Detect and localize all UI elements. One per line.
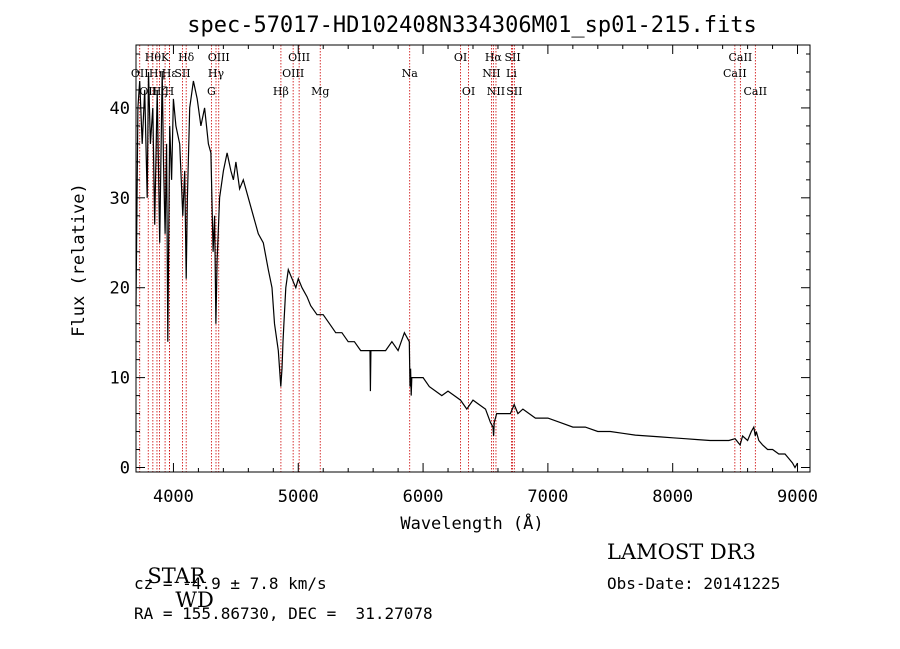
line-label-3: Hη [149,67,165,80]
line-label-13: Hβ [273,85,289,98]
line-label-17: Na [402,67,419,80]
spectrum-series-line [135,71,799,469]
line-label-7: H [165,85,175,98]
x-tick-label-5: 9000 [777,487,818,507]
x-tick-label-4: 8000 [652,487,693,507]
line-label-25: SII [506,85,522,98]
x-tick-label-1: 5000 [278,487,319,507]
line-label-27: CaII [729,51,753,64]
x-tick-label-2: 6000 [403,487,444,507]
survey-label: LAMOST DR3 [607,540,756,564]
class-label: STAR [147,564,206,588]
line-label-2: Hθ [145,51,162,64]
line-label-19: OI [462,85,475,98]
line-label-10: G [207,85,216,98]
y-axis: 0 10 20 30 40 [110,53,810,479]
subclass-label: WD [175,588,214,612]
line-label-22: NII [487,85,505,98]
plot-frame [135,44,811,473]
x-axis: 4000 5000 6000 7000 8000 9000 [153,45,818,507]
line-label-0: OII [131,67,149,80]
line-label-24: SII [504,51,520,64]
y-tick-label-1: 10 [110,369,130,389]
x-tick-label-3: 7000 [527,487,568,507]
object-class: STAR WD [134,540,214,612]
line-label-9: Hδ [178,51,195,64]
spectral-line-markers [139,45,756,472]
line-label-14: OIII [282,67,304,80]
line-label-23: Li [506,67,517,80]
line-label-21: Hα [485,51,503,64]
line-label-18: OI [454,51,467,64]
spectral-line-labels: OIIOIIHθHηHζKHεHSIIHδGHγOIIIHβOIIIOIIIMg… [131,51,767,98]
line-label-15: OIII [288,51,310,64]
obs-date: Obs-Date: 20141225 [607,574,781,593]
line-label-8: SII [174,67,190,80]
line-label-11: Hγ [208,67,225,80]
line-label-26: CaII [723,67,747,80]
y-tick-label-3: 30 [110,189,130,209]
line-label-20: NII [482,67,500,80]
y-tick-label-0: 0 [120,459,130,479]
line-label-5: K [161,51,170,64]
cz-value: cz = -4.9 ± 7.8 km/s [134,574,327,593]
chart-title: spec-57017-HD102408N334306M01_sp01-215.f… [187,13,757,38]
coordinates: RA = 155.86730, DEC = 31.27078 [134,604,433,623]
y-axis-label: Flux (relative) [69,183,89,337]
x-tick-label-0: 4000 [153,487,194,507]
y-tick-label-4: 40 [110,99,130,119]
y-tick-label-2: 20 [110,279,130,299]
line-label-16: Mg [311,85,329,98]
line-label-12: OIII [208,51,230,64]
line-label-28: CaII [743,85,767,98]
line-label-6: Hε [162,67,178,80]
line-label-4: Hζ [152,85,168,98]
x-axis-label: Wavelength (Å) [400,512,543,534]
